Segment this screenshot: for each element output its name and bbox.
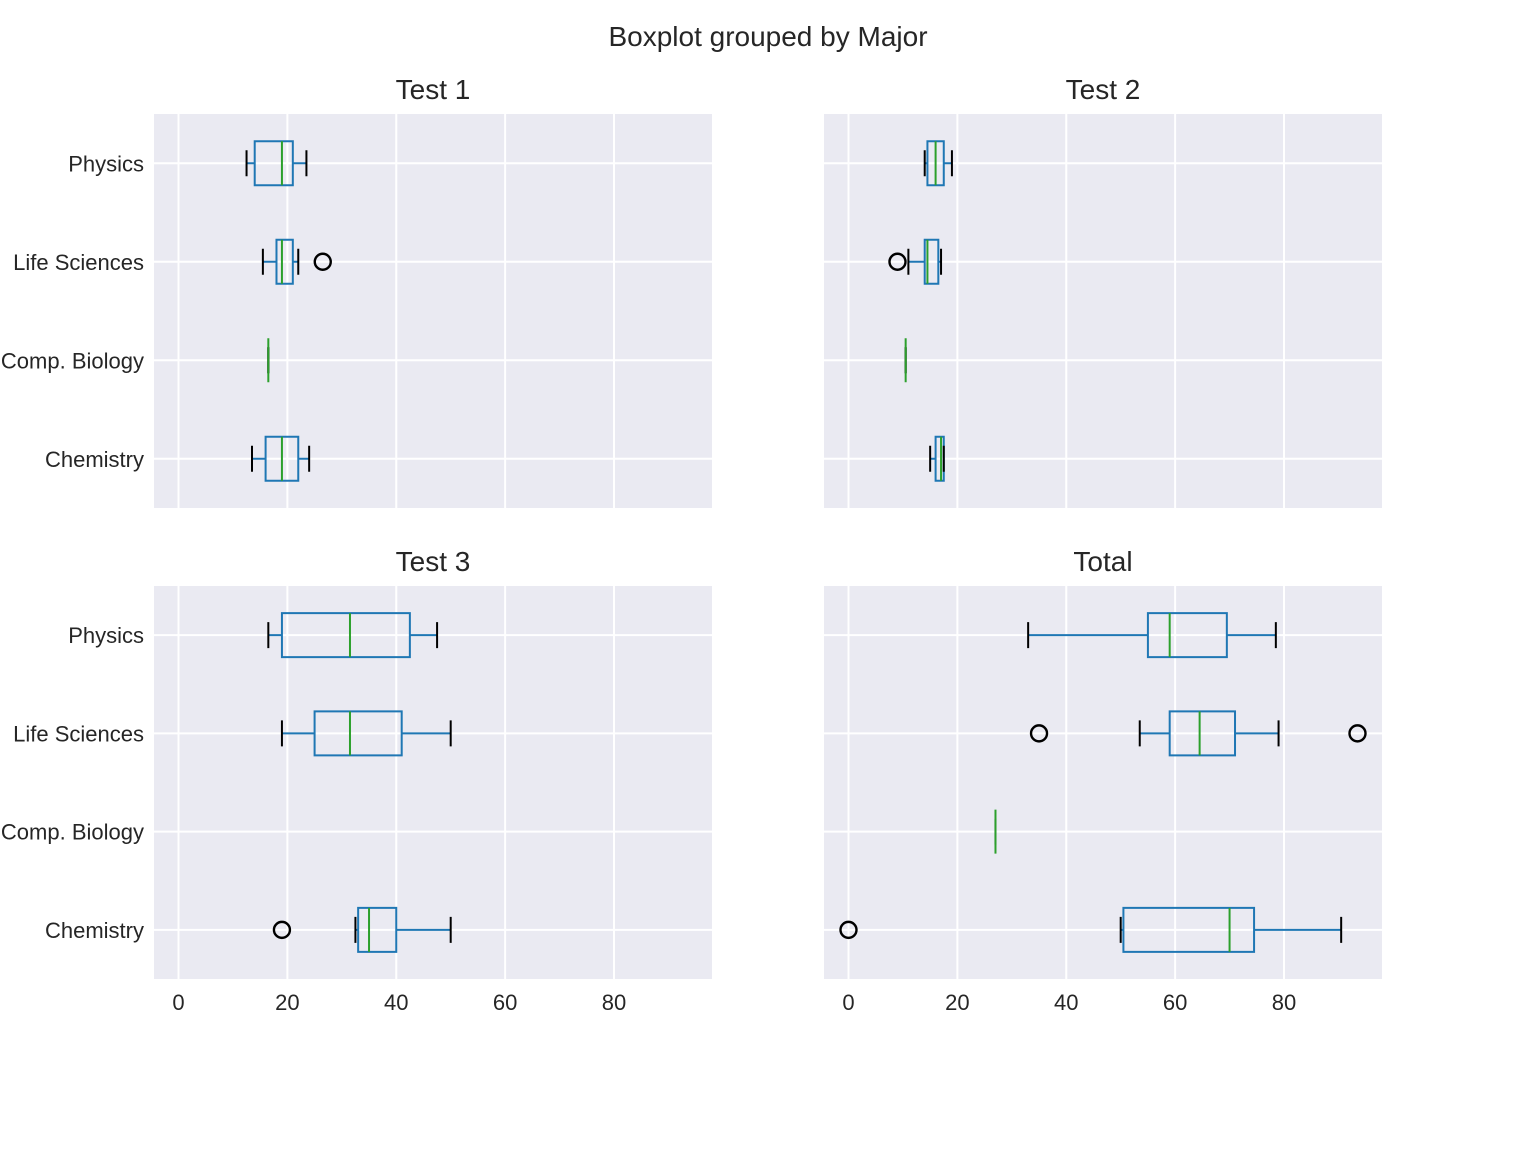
outlier-point: [1348, 724, 1367, 743]
iqr-box: [357, 906, 398, 953]
box-physics: [923, 140, 953, 187]
y-tick-label: Physics: [68, 623, 144, 648]
box-chemistry: [929, 435, 945, 482]
y-tick-label: Life Sciences: [13, 250, 144, 275]
outlier-point: [272, 920, 292, 940]
outlier-point: [1029, 724, 1049, 743]
axes-background: [154, 114, 712, 508]
panel-title: Test 2: [1066, 74, 1141, 105]
x-tick-label: 40: [384, 990, 408, 1015]
box-life-sciences: [1029, 710, 1367, 757]
figure-suptitle: Boxplot grouped by Major: [608, 21, 927, 52]
panel-total: Total 0 20 40 60 80: [824, 546, 1382, 1015]
box-life-sciences: [280, 710, 452, 757]
panel-test-1: Test 1 Physics Life Sciences Comp. Biology C…: [1, 74, 712, 508]
axes-background: [824, 114, 1382, 508]
box-chemistry: [272, 906, 452, 953]
iqr-box: [1168, 710, 1237, 757]
box-life-sciences: [888, 238, 943, 285]
panel-title: Test 1: [396, 74, 471, 105]
x-tick-label: 0: [172, 990, 184, 1015]
outlier-point: [839, 920, 858, 940]
box-chemistry: [839, 906, 1343, 953]
iqr-box: [1122, 906, 1256, 953]
y-tick-label: Chemistry: [45, 447, 144, 472]
x-tick-label: 80: [602, 990, 626, 1015]
box-life-sciences: [261, 238, 332, 285]
box-chemistry: [250, 435, 311, 482]
y-tick-label: Physics: [68, 151, 144, 176]
iqr-box: [253, 140, 294, 187]
x-tick-label: 40: [1054, 990, 1078, 1015]
x-tick-label: 60: [493, 990, 517, 1015]
iqr-box: [313, 710, 403, 757]
iqr-box: [1146, 612, 1228, 659]
box-physics: [245, 140, 308, 187]
y-tick-label: Chemistry: [45, 918, 144, 943]
axes-background: [154, 586, 712, 979]
outlier-point: [888, 252, 907, 271]
x-tick-label: 80: [1272, 990, 1296, 1015]
panel-test-2: Test 2: [824, 74, 1382, 508]
panel-title: Test 3: [396, 546, 471, 577]
x-tick-label: 20: [945, 990, 969, 1015]
x-tick-label: 0: [842, 990, 854, 1015]
y-tick-label: Comp. Biology: [1, 348, 144, 373]
y-tick-label: Life Sciences: [13, 721, 144, 746]
panel-title: Total: [1073, 546, 1132, 577]
axes-background: [824, 586, 1382, 979]
x-tick-label: 60: [1163, 990, 1187, 1015]
x-tick-label: 20: [275, 990, 299, 1015]
iqr-box: [280, 612, 411, 659]
iqr-box: [923, 238, 940, 285]
outlier-point: [313, 252, 332, 271]
box-physics: [267, 612, 439, 659]
y-tick-label: Comp. Biology: [1, 820, 144, 845]
panel-test-3: Test 3 Physics Life Sciences Comp. Biology C…: [1, 546, 712, 1015]
iqr-box: [275, 238, 294, 285]
box-physics: [1027, 612, 1277, 659]
